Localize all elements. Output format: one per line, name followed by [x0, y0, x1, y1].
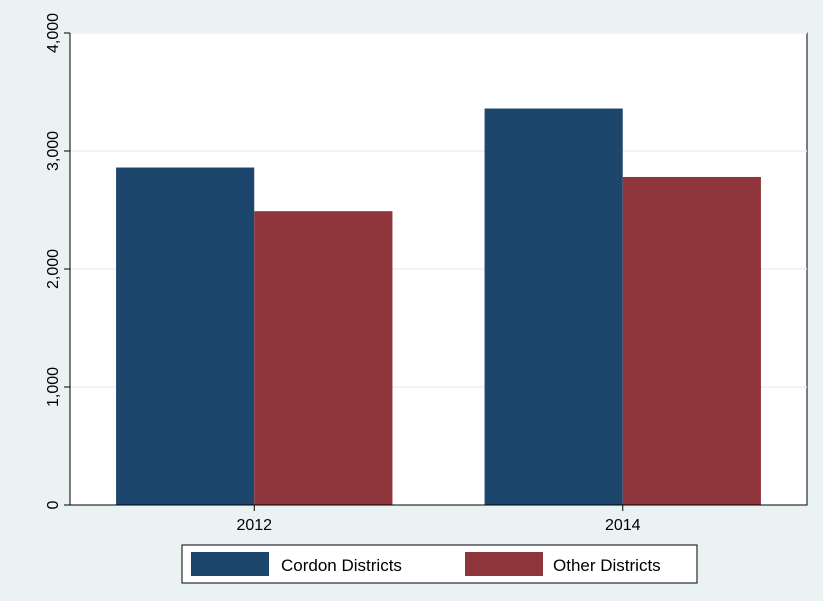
legend-label-other-districts: Other Districts [553, 556, 661, 575]
y-tick-label-2: 2,000 [45, 249, 62, 289]
y-tick-label-1: 1,000 [45, 367, 62, 407]
bar-other-districts-2012 [254, 211, 393, 505]
x-ticks: 2012 2014 [236, 505, 641, 534]
bar-other-districts-2014 [622, 176, 761, 505]
y-tick-label-4: 4,000 [45, 13, 62, 53]
bar-cordon-districts-2012 [116, 167, 255, 505]
legend-swatch-other-districts [465, 552, 543, 576]
bar-cordon-districts-2014 [484, 108, 623, 506]
x-tick-label-2012: 2012 [236, 517, 272, 534]
legend-swatch-cordon-districts [191, 552, 269, 576]
legend: Cordon Districts Other Districts [181, 544, 698, 584]
bars [116, 108, 761, 506]
x-tick-label-2014: 2014 [605, 517, 641, 534]
y-tick-label-0: 0 [45, 500, 62, 509]
y-ticks: 0 1,000 2,000 3,000 4,000 [45, 13, 70, 509]
legend-label-cordon-districts: Cordon Districts [281, 556, 402, 575]
y-tick-label-3: 3,000 [45, 131, 62, 171]
